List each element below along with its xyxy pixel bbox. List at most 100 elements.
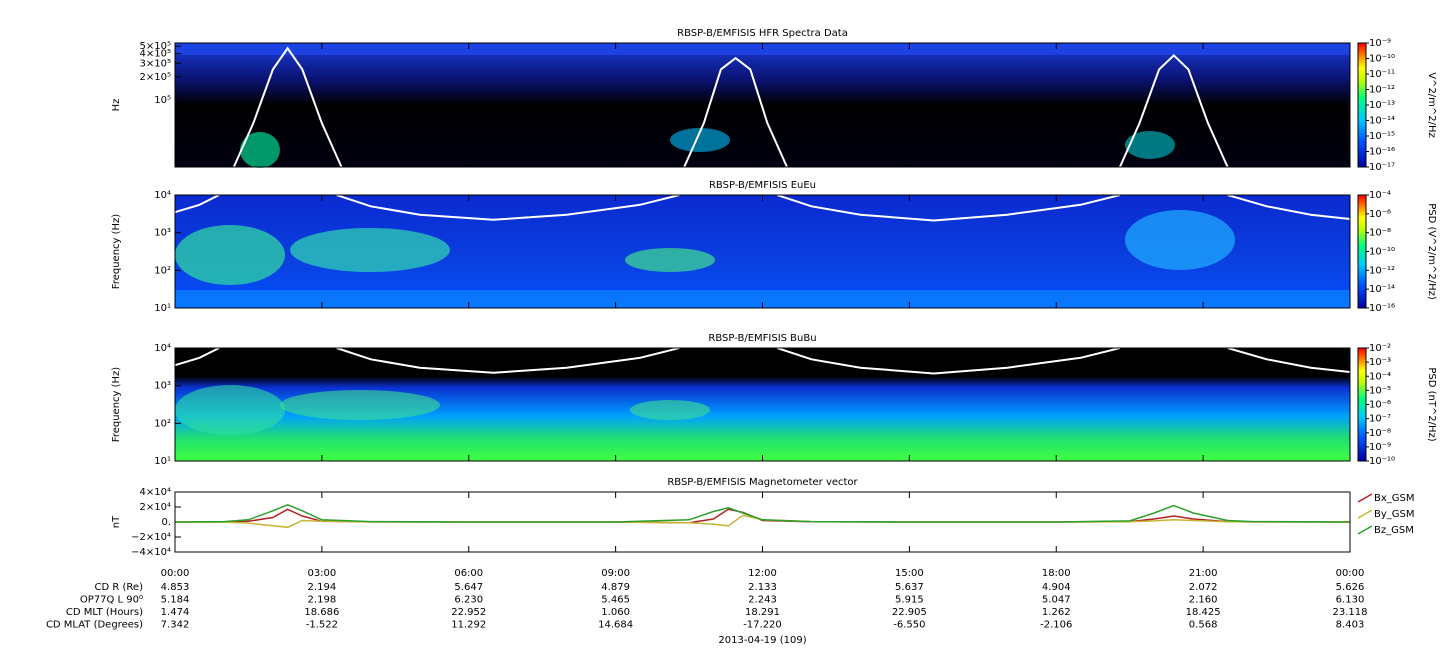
colorbar-label: PSD (V^2/m^2/Hz): [1426, 203, 1437, 300]
colorbar-tick-label: 10⁻¹²: [1369, 265, 1395, 276]
panel-title: RBSP-B/EMFISIS EuEu: [709, 180, 816, 191]
x-tick-label: 00:00: [1336, 568, 1365, 579]
ephemeris-value: 1.474: [161, 607, 190, 618]
ephemeris-value: 2.198: [308, 595, 337, 606]
series-line: [175, 503, 1350, 523]
ephemeris-value: 7.342: [161, 620, 190, 631]
y-tick-label: 10³: [154, 228, 171, 239]
colorbar-tick-label: 10⁻¹²: [1369, 85, 1395, 96]
ephemeris-value: 5.047: [1042, 595, 1071, 606]
y-axis-label: Hz: [111, 99, 122, 112]
date-label: 2013-04-19 (109): [718, 635, 806, 646]
y-tick-label: 10⁵: [154, 95, 171, 106]
ephemeris-value: 23.118: [1333, 607, 1368, 618]
x-tick-label: 00:00: [161, 568, 190, 579]
ephemeris-value: 2.194: [308, 582, 337, 593]
legend-label: By_GSM: [1374, 509, 1415, 520]
ephemeris-value: 18.686: [304, 607, 339, 618]
colorbar-tick-label: 10⁻³: [1369, 357, 1391, 368]
y-axis-label: nT: [111, 515, 122, 528]
legend-swatch: [1357, 509, 1373, 519]
colorbar: [1357, 194, 1367, 309]
colorbar-tick-label: 10⁻¹⁴: [1369, 116, 1395, 127]
y-tick-label: 0.: [161, 517, 171, 528]
legend-swatch: [1357, 493, 1373, 503]
ephemeris-label: CD MLAT (Degrees): [46, 620, 143, 631]
ephemeris-value: -1.522: [306, 620, 338, 631]
x-tick-label: 06:00: [454, 568, 483, 579]
colorbar: [1357, 347, 1367, 462]
ephemeris-value: 5.647: [454, 582, 483, 593]
plot-frame: [174, 42, 1351, 168]
colorbar-tick-label: 10⁻⁵: [1369, 385, 1391, 396]
colorbar-tick-label: 10⁻⁸: [1369, 428, 1391, 439]
ephemeris-value: 2.072: [1189, 582, 1218, 593]
ephemeris-value: 1.060: [601, 607, 630, 618]
y-axis-label: Frequency (Hz): [111, 367, 122, 443]
panel-title: RBSP-B/EMFISIS Magnetometer vector: [667, 477, 858, 488]
ephemeris-value: 5.184: [161, 595, 190, 606]
ephemeris-value: 14.684: [598, 620, 633, 631]
ephemeris-value: 8.403: [1336, 620, 1365, 631]
ephemeris-value: 6.230: [454, 595, 483, 606]
ephemeris-value: 22.905: [892, 607, 927, 618]
colorbar-tick-label: 10⁻²: [1369, 343, 1391, 354]
colorbar-tick-label: 10⁻⁹: [1369, 442, 1391, 453]
ephemeris-value: 22.952: [451, 607, 486, 618]
plot-frame: [174, 194, 1351, 309]
colorbar-tick-label: 10⁻⁴: [1369, 371, 1391, 382]
ephemeris-label: CD MLT (Hours): [66, 607, 143, 618]
ephemeris-value: 5.637: [895, 582, 924, 593]
y-tick-label: 10²: [154, 265, 171, 276]
colorbar-tick-label: 10⁻⁶: [1369, 209, 1391, 220]
ephemeris-value: 2.133: [748, 582, 777, 593]
plot-frame: [174, 491, 1351, 553]
y-tick-label: 3×10⁵: [140, 58, 171, 69]
ephemeris-value: 18.425: [1186, 607, 1221, 618]
ephemeris-label: CD R (Re): [95, 582, 144, 593]
ephemeris-value: 4.853: [161, 582, 190, 593]
colorbar-tick-label: 10⁻¹⁰: [1369, 247, 1395, 258]
ephemeris-value: 5.915: [895, 595, 924, 606]
ephemeris-value: 4.904: [1042, 582, 1071, 593]
overlay-curve: [232, 46, 1229, 167]
ephemeris-value: -6.550: [893, 620, 925, 631]
y-tick-label: 2×10⁵: [140, 72, 171, 83]
colorbar-tick-label: 10⁻¹³: [1369, 100, 1395, 111]
colorbar: [1357, 42, 1367, 168]
colorbar-tick-label: 10⁻⁸: [1369, 228, 1391, 239]
colorbar-label: PSD (nT^2/Hz): [1426, 367, 1437, 441]
legend-label: Bx_GSM: [1374, 493, 1415, 504]
colorbar-tick-label: 10⁻¹⁶: [1369, 303, 1395, 314]
colorbar-tick-label: 10⁻¹⁷: [1369, 162, 1395, 173]
x-tick-label: 03:00: [307, 568, 336, 579]
x-tick-label: 12:00: [748, 568, 777, 579]
x-tick-label: 21:00: [1189, 568, 1218, 579]
x-tick-label: 15:00: [895, 568, 924, 579]
colorbar-tick-label: 10⁻¹⁰: [1369, 54, 1395, 65]
y-tick-label: 10³: [154, 381, 171, 392]
y-tick-label: 4×10⁴: [140, 487, 171, 498]
y-tick-label: 10¹: [154, 303, 171, 314]
ephemeris-value: 2.243: [748, 595, 777, 606]
ephemeris-value: 5.465: [601, 595, 630, 606]
colorbar-tick-label: 10⁻⁴: [1369, 190, 1391, 201]
ephemeris-value: 4.879: [601, 582, 630, 593]
legend-label: Bz_GSM: [1374, 525, 1414, 536]
y-tick-label: −2×10⁴: [131, 532, 171, 543]
ephemeris-value: 2.160: [1189, 595, 1218, 606]
y-axis-label: Frequency (Hz): [111, 214, 122, 290]
series-line: [175, 508, 1350, 524]
colorbar-tick-label: 10⁻⁹: [1369, 38, 1391, 49]
ephemeris-value: -17.220: [743, 620, 782, 631]
colorbar-tick-label: 10⁻¹¹: [1369, 69, 1395, 80]
colorbar-tick-label: 10⁻¹⁴: [1369, 284, 1395, 295]
y-tick-label: 4×10⁵: [140, 49, 171, 60]
panel-title: RBSP-B/EMFISIS BuBu: [708, 333, 816, 344]
overlay-curve: [175, 348, 1350, 375]
colorbar-tick-label: 10⁻¹⁰: [1369, 456, 1395, 467]
y-tick-label: 10¹: [154, 456, 171, 467]
plot-frame: [174, 347, 1351, 462]
